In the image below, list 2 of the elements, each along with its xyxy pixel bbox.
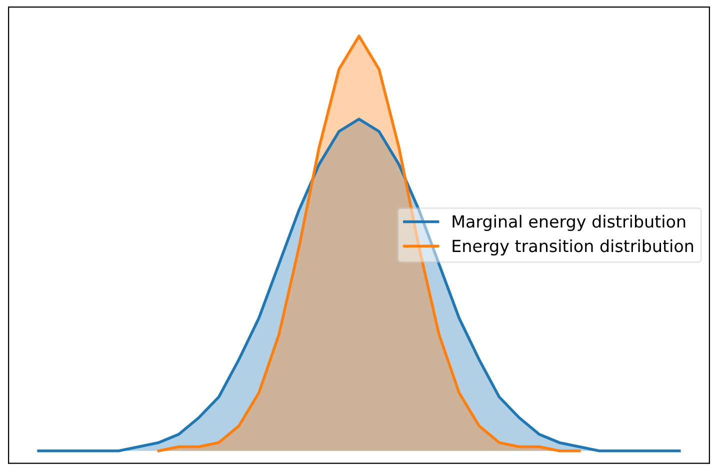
legend-label: Energy transition distribution <box>452 239 694 256</box>
legend-label: Marginal energy distribution <box>452 214 686 232</box>
